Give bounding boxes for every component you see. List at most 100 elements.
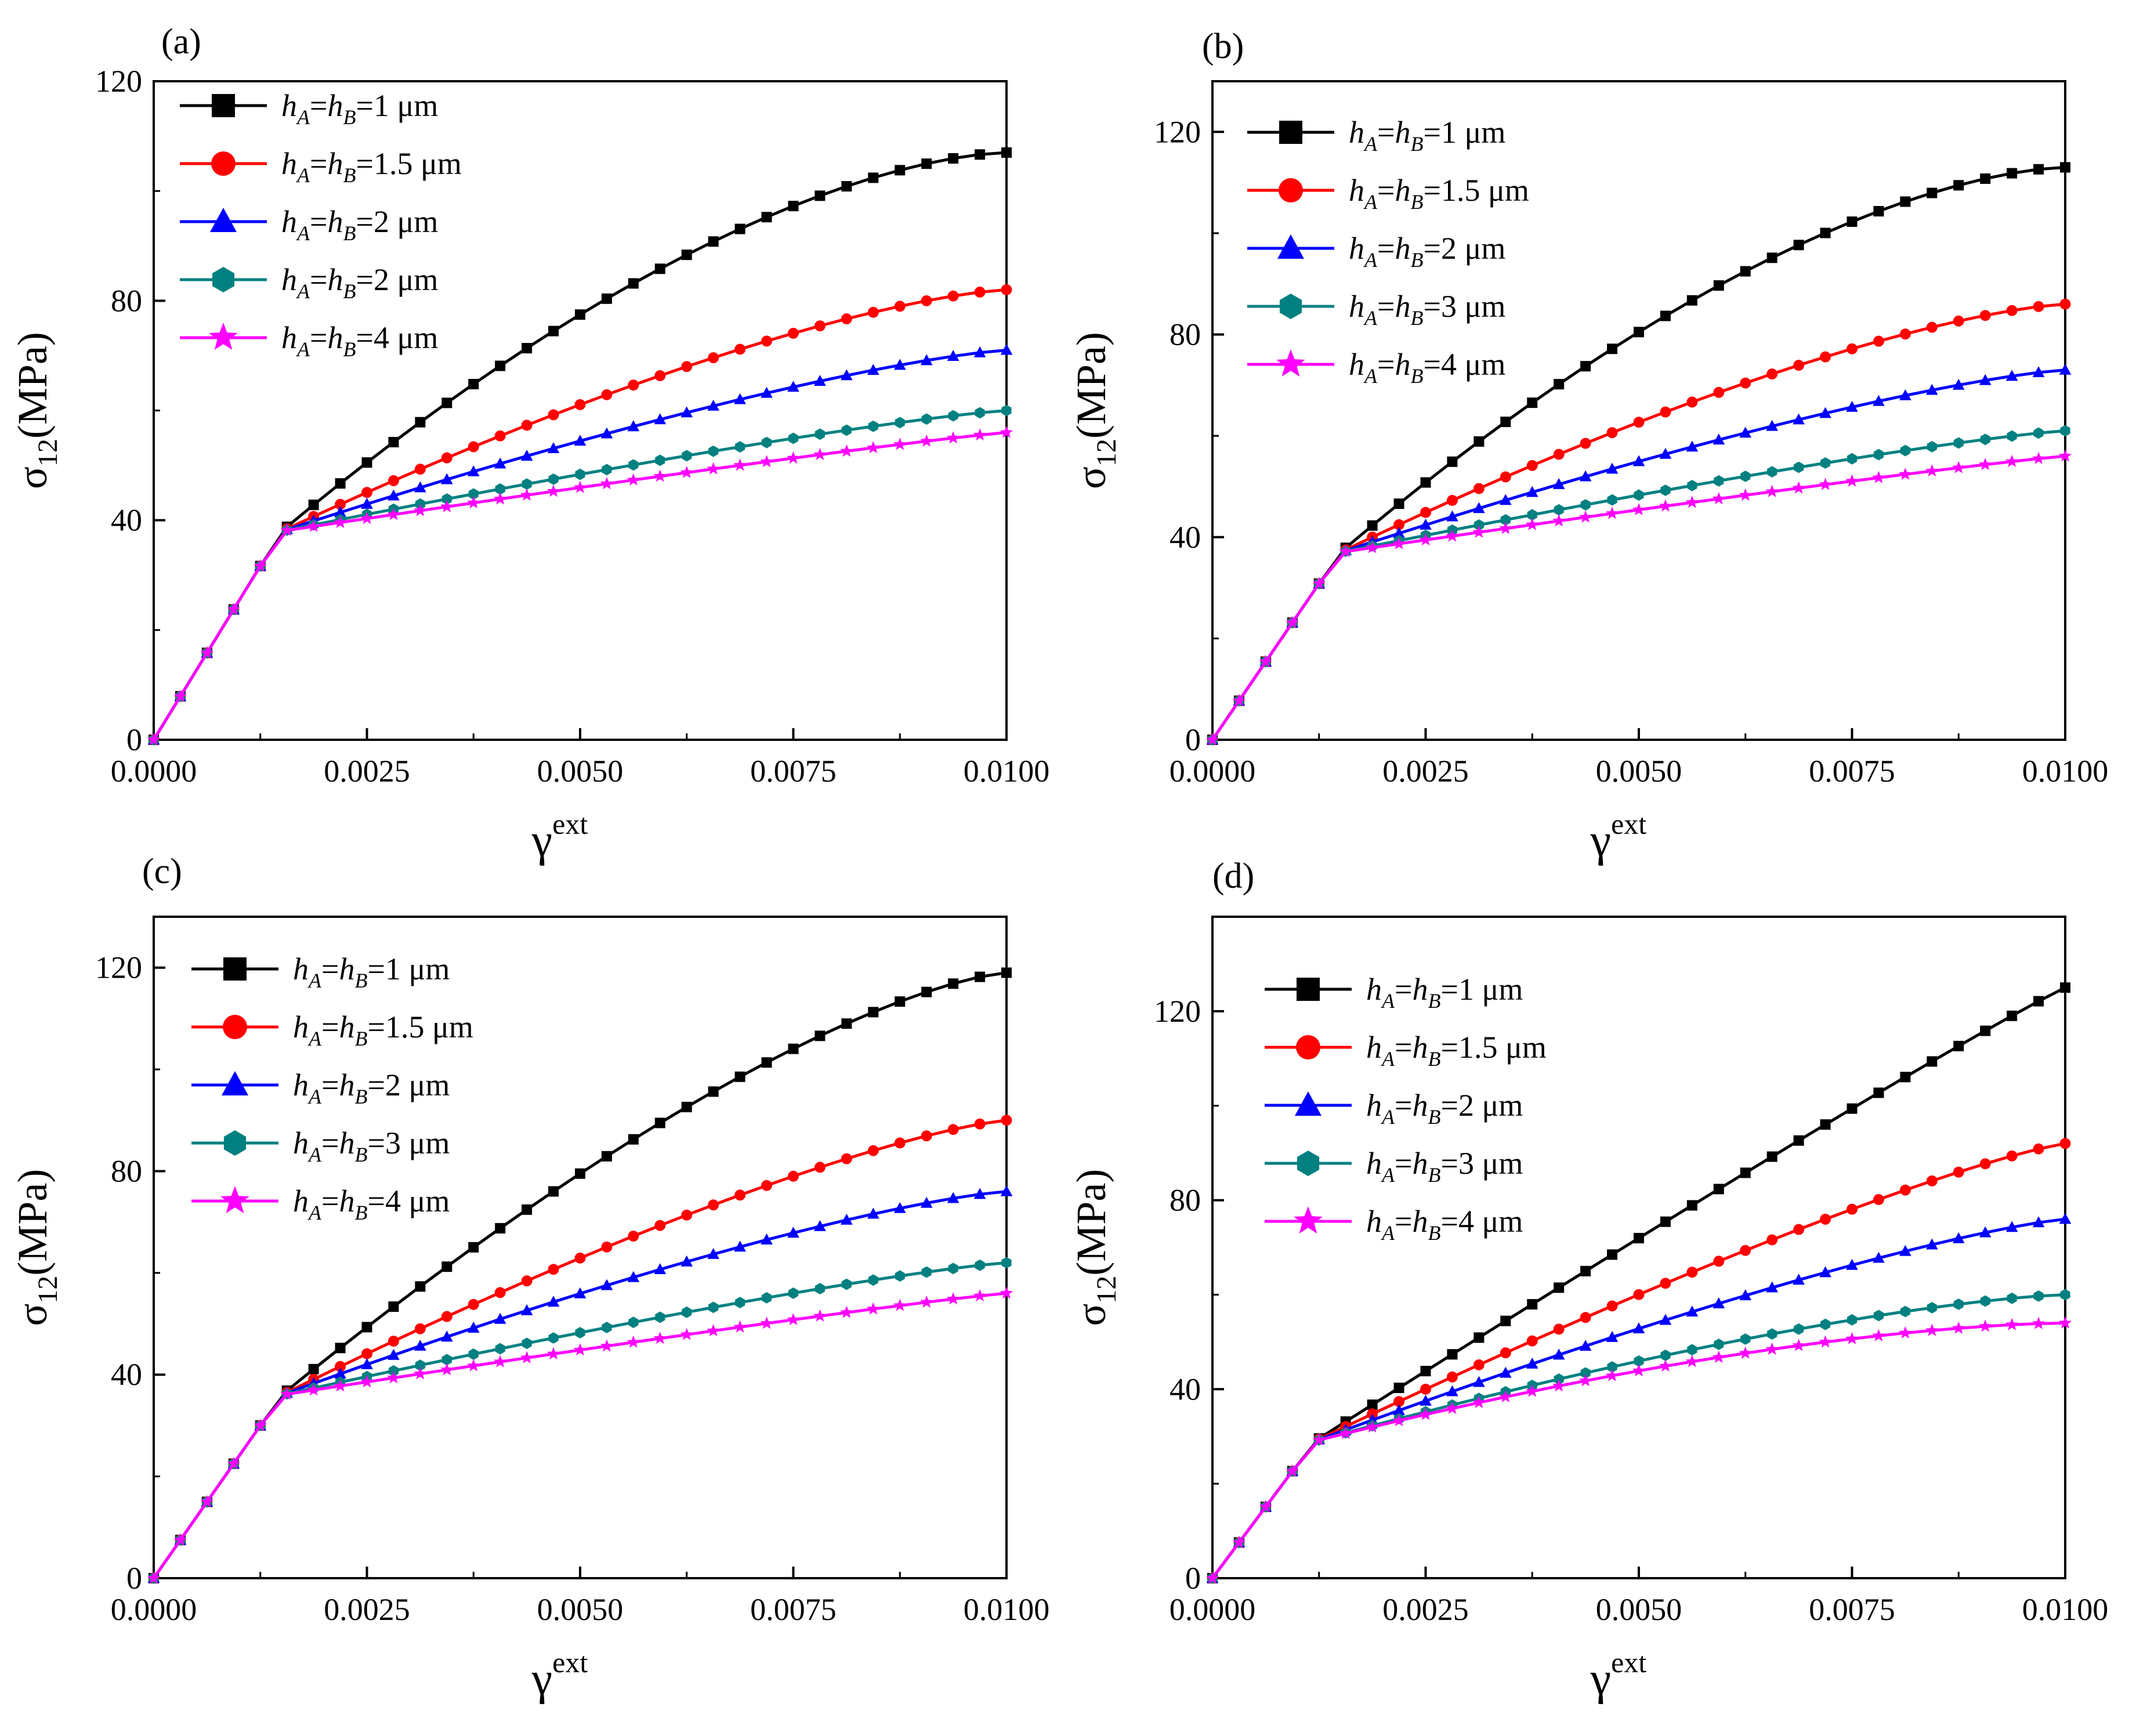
circle-marker (681, 1209, 693, 1221)
square-marker (415, 417, 426, 428)
triangle-marker (1899, 389, 1911, 400)
star-marker (1366, 541, 1379, 554)
star-marker (946, 431, 960, 444)
triangle-marker (414, 481, 426, 493)
y-tick-label: 120 (1154, 114, 1201, 149)
square-marker (1500, 417, 1511, 428)
legend-label: hA=hB=3 μm (293, 1126, 450, 1166)
hexagon-marker (1900, 1305, 1910, 1318)
x-tick-label: 0.0050 (1596, 1592, 1682, 1627)
circle-marker (335, 1361, 346, 1372)
circle-marker (1873, 335, 1884, 347)
hexagon-marker (1873, 1310, 1884, 1322)
square-marker (468, 378, 479, 389)
hexagon-marker (1927, 440, 1937, 453)
hexagon-marker (761, 1292, 772, 1304)
circle-marker (1847, 343, 1858, 355)
triangle-marker (680, 1255, 693, 1267)
triangle-marker (1952, 1232, 1965, 1243)
star-marker (1392, 537, 1406, 549)
star-marker (1739, 488, 1752, 501)
triangle-marker (210, 208, 237, 232)
star-marker (173, 1533, 187, 1546)
square-marker (708, 236, 719, 247)
x-axis-title: γext (1590, 1646, 1647, 1705)
hexagon-marker (921, 1266, 932, 1278)
star-marker (680, 465, 693, 479)
hexagon-marker (682, 450, 692, 462)
triangle-marker (2059, 1213, 2072, 1224)
x-tick-label: 0.0025 (1382, 1592, 1469, 1627)
hexagon-marker (575, 468, 585, 480)
circle-marker (494, 1287, 506, 1299)
square-marker (1580, 361, 1591, 372)
triangle-marker (1552, 1348, 1565, 1360)
star-marker (1925, 464, 1939, 477)
triangle-marker (787, 381, 799, 392)
circle-marker (1660, 406, 1671, 418)
circle-marker (1473, 483, 1485, 494)
y-axis-title: σ12(MPa) (9, 1169, 63, 1326)
triangle-marker (1446, 1385, 1458, 1397)
legend-label: hA=hB=1.5 μm (281, 146, 462, 187)
star-marker (1286, 616, 1299, 628)
series-square (149, 967, 1012, 1583)
star-marker (546, 1347, 560, 1359)
circle-marker (211, 151, 236, 176)
star-marker (387, 508, 400, 520)
triangle-marker (1979, 1226, 1992, 1238)
y-tick-label: 40 (1170, 520, 1201, 555)
circle-marker (1001, 1115, 1012, 1126)
triangle-marker (761, 1234, 773, 1245)
circle-marker (867, 306, 879, 318)
x-tick-label: 0.0000 (1170, 1592, 1256, 1627)
circle-marker (788, 327, 799, 339)
triangle-marker (414, 1339, 426, 1351)
star-marker (1499, 1390, 1512, 1403)
circle-marker (628, 1231, 639, 1242)
triangle-marker (814, 1220, 826, 1231)
square-marker (1980, 173, 1991, 184)
star-marker (1526, 1384, 1539, 1397)
square-marker (2033, 996, 2044, 1007)
star-marker (1979, 1319, 1992, 1332)
square-marker (388, 1301, 399, 1312)
circle-marker (1393, 519, 1405, 530)
square-marker (841, 181, 852, 192)
square-marker (1686, 1200, 1697, 1211)
circle-marker (1740, 1245, 1751, 1256)
star-marker (1578, 1374, 1592, 1387)
y-tick-label: 40 (111, 1357, 142, 1392)
triangle-marker (1632, 455, 1645, 466)
star-marker (220, 1186, 249, 1214)
square-marker (681, 1101, 692, 1112)
triangle-marker (440, 473, 453, 484)
star-marker (334, 1379, 347, 1392)
circle-marker (574, 1252, 586, 1264)
triangle-marker (1819, 1266, 1831, 1278)
hexagon-marker (814, 428, 826, 440)
circle-marker (1580, 437, 1591, 449)
star-marker (414, 504, 427, 516)
square-marker (2007, 1010, 2018, 1021)
triangle-marker (707, 399, 720, 411)
x-tick-label: 0.0100 (964, 754, 1050, 789)
y-tick-label: 80 (111, 1153, 142, 1188)
legend-label: hA=hB=1 μm (281, 88, 438, 129)
star-marker (2005, 1318, 2019, 1330)
star-marker (1899, 1326, 1912, 1339)
square-marker (654, 1117, 665, 1129)
star-marker (1685, 1355, 1699, 1368)
triangle-marker (841, 1213, 853, 1225)
hexagon-marker (1900, 444, 1910, 457)
y-tick-label: 120 (95, 64, 142, 99)
star-marker (467, 496, 480, 509)
square-marker (1001, 147, 1012, 158)
circle-marker (2059, 1138, 2071, 1149)
star-marker (973, 1289, 987, 1302)
triangle-marker (2032, 366, 2045, 378)
legend-label: hA=hB=1 μm (1349, 115, 1505, 155)
square-marker (1297, 978, 1320, 1001)
triangle-marker (920, 354, 933, 366)
circle-marker (1279, 178, 1303, 202)
